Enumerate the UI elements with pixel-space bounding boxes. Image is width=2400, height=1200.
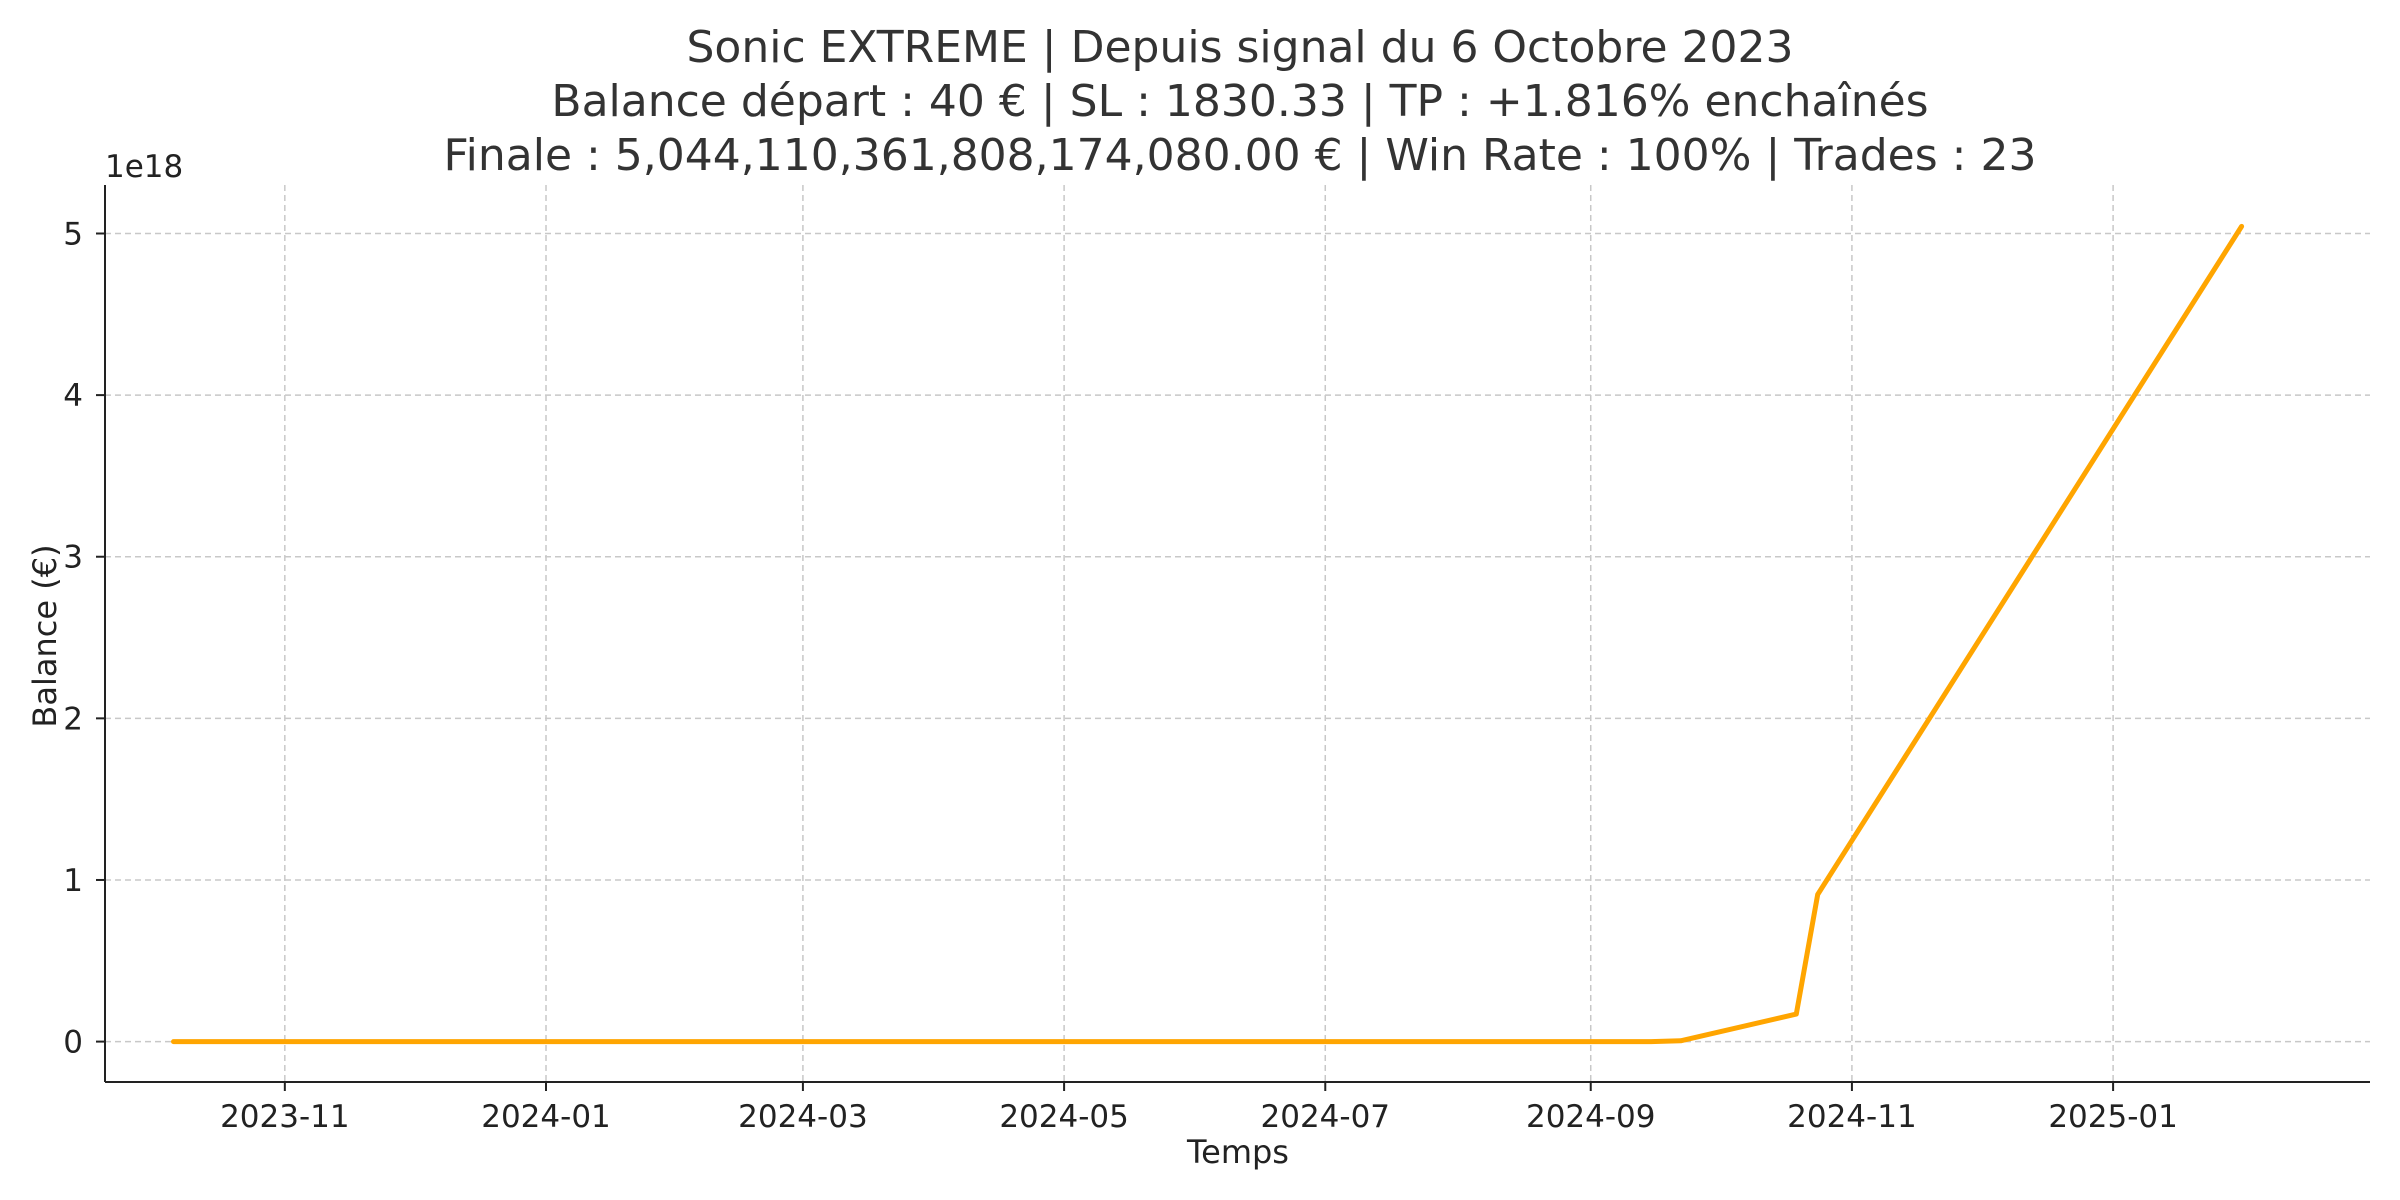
x-tick-label: 2024-05 (999, 1099, 1129, 1135)
y-tick-label: 4 (63, 378, 83, 414)
chart-title-line-2: Balance départ : 40 € | SL : 1830.33 | T… (551, 76, 1928, 127)
chart-title-line-3: Finale : 5,044,110,361,808,174,080.00 € … (444, 130, 2037, 181)
y-tick-label: 3 (63, 540, 83, 576)
y-axis-label: Balance (€) (26, 544, 64, 727)
x-tick-label: 2024-11 (1787, 1099, 1917, 1135)
y-tick-label: 0 (63, 1025, 83, 1061)
x-axis-label: Temps (1186, 1133, 1289, 1171)
y-tick-label: 1 (63, 863, 83, 899)
series-line (171, 223, 2245, 1045)
y-tick-label: 5 (63, 216, 83, 252)
x-tick-label: 2025-01 (2048, 1099, 2178, 1135)
x-tick-label: 2024-09 (1526, 1099, 1656, 1135)
x-tick-label: 2023-11 (220, 1099, 350, 1135)
y-axis-offset-label: 1e18 (105, 149, 183, 185)
grid (105, 185, 2370, 1082)
chart-title-line-1: Sonic EXTREME | Depuis signal du 6 Octob… (686, 22, 1793, 73)
tick-labels: 2023-11 2024-01 2024-03 2024-05 2024-07 2024-… (63, 216, 2178, 1135)
axes (96, 185, 2370, 1091)
x-tick-label: 2024-01 (481, 1099, 611, 1135)
series-layer (171, 223, 2245, 1045)
x-tick-label: 2024-07 (1261, 1099, 1391, 1135)
x-tick-label: 2024-03 (738, 1099, 868, 1135)
y-tick-label: 2 (63, 701, 83, 737)
